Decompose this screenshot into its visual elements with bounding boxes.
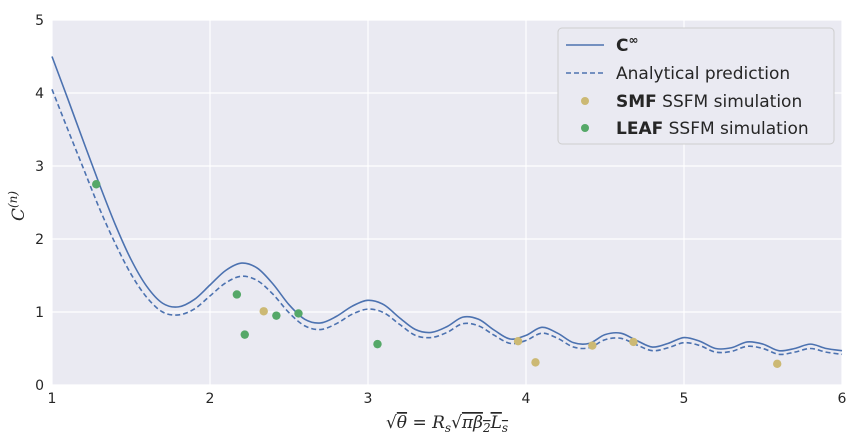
- smf-point: [629, 337, 638, 347]
- legend-entry-leaf: LEAF SSFM simulation: [581, 119, 809, 139]
- legend-entry-analytical: Analytical prediction: [566, 64, 790, 84]
- leaf-point: [272, 311, 281, 320]
- legend-entry-1-label: Analytical prediction: [616, 64, 790, 84]
- y-axis-label: C(n): [6, 191, 29, 221]
- legend-entry-2-bold: SMF: [616, 92, 657, 112]
- svg-text:C∞: C∞: [616, 33, 638, 56]
- smf-point: [588, 341, 597, 350]
- y-tick-label: 4: [35, 86, 44, 102]
- smf-point: [531, 358, 540, 367]
- x-tick-label: 6: [838, 391, 847, 407]
- legend-entry-c-infinity: C∞: [566, 33, 638, 56]
- legend-box: [557, 27, 835, 145]
- y-tick-label: 3: [35, 159, 44, 175]
- series-line-c-infinity: [51, 56, 843, 352]
- scatter-points: [92, 180, 782, 369]
- x-tick-label: 4: [522, 391, 531, 407]
- svg-text:Analytical prediction: Analytical prediction: [616, 64, 790, 84]
- leaf-point: [294, 309, 303, 318]
- series-lines: [51, 56, 843, 356]
- smf-point: [513, 337, 523, 346]
- svg-text:LEAF SSFM simulation: LEAF SSFM simulation: [616, 119, 809, 139]
- y-tick-labels: 0 1 2 3 4 5: [35, 13, 44, 394]
- y-tick-label: 2: [35, 232, 44, 248]
- x-axis-label: √θ = Rs√πβ2Ls: [386, 413, 508, 435]
- x-tick-label: 3: [364, 391, 373, 407]
- legend-entry-3-label: SSFM simulation: [663, 119, 808, 139]
- legend-entry-0-suffix: ∞: [628, 33, 638, 47]
- smf-point: [773, 359, 782, 369]
- series-line-analytical: [51, 89, 843, 356]
- legend: C∞ Analytical prediction SMF SSFM simula…: [557, 27, 835, 145]
- y-tick-label: 5: [35, 13, 44, 29]
- y-tick-label: 0: [35, 378, 44, 394]
- leaf-point: [232, 290, 242, 299]
- legend-leaf-marker: [581, 124, 589, 132]
- leaf-point: [92, 180, 101, 189]
- x-tick-label: 2: [206, 391, 215, 407]
- x-tick-label: 5: [680, 391, 689, 407]
- legend-entry-2-label: SSFM simulation: [657, 92, 802, 112]
- leaf-point: [240, 330, 249, 339]
- leaf-point: [373, 339, 382, 349]
- y-tick-label: 1: [35, 305, 44, 321]
- legend-entry-3-bold: LEAF: [616, 119, 663, 139]
- svg-text:SMF SSFM simulation: SMF SSFM simulation: [616, 92, 802, 112]
- smf-point: [259, 307, 268, 316]
- legend-entry-smf: SMF SSFM simulation: [581, 92, 802, 112]
- legend-entry-0-bold: C: [616, 36, 628, 56]
- x-tick-labels: 1 2 3 4 5 6: [48, 391, 847, 407]
- x-tick-label: 1: [48, 391, 57, 407]
- legend-smf-marker: [581, 97, 589, 105]
